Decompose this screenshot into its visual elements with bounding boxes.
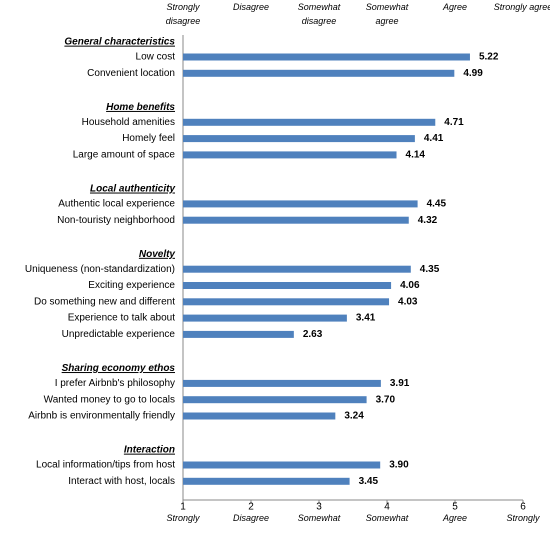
value-label: 4.71	[444, 117, 464, 128]
value-label: 4.06	[400, 280, 420, 291]
bar	[183, 265, 411, 273]
group-header: Sharing economy ethos	[62, 363, 176, 374]
x-tick-sublabel: Somewhat	[365, 513, 409, 523]
category-label: Experience to talk about	[68, 313, 176, 324]
bar	[183, 53, 470, 61]
x-tick-label: 2	[248, 502, 254, 513]
category-label: Unpredictable experience	[62, 329, 176, 340]
x-tick-label: 6	[520, 502, 526, 513]
group-header: Interaction	[124, 445, 175, 456]
category-label: Uniqueness (non-standardization)	[25, 264, 175, 275]
x-tick-label: 1	[180, 502, 186, 513]
bar	[183, 151, 397, 159]
category-label: Exciting experience	[88, 280, 175, 291]
bar	[183, 69, 455, 77]
category-label: Airbnb is environmentally friendly	[28, 411, 175, 422]
x-tick-sublabel: Disagree	[232, 513, 270, 523]
bar	[183, 330, 294, 338]
bar	[183, 282, 392, 289]
scale-label: Strongly agree	[493, 2, 550, 12]
value-label: 4.41	[424, 133, 444, 144]
scale-label: Strongly disagree	[165, 2, 201, 26]
bar	[183, 118, 436, 126]
x-tick-label: 4	[384, 502, 390, 513]
value-label: 3.45	[359, 476, 379, 487]
category-label: Low cost	[136, 52, 176, 63]
x-tick-label: 5	[452, 502, 458, 513]
category-label: Do something new and different	[34, 296, 175, 307]
value-label: 3.90	[389, 460, 409, 471]
value-label: 3.70	[376, 394, 396, 405]
value-label: 4.35	[420, 264, 440, 275]
category-label: Convenient location	[87, 68, 175, 79]
value-label: 4.32	[418, 215, 438, 226]
scale-label: Somewhat agree	[365, 2, 409, 26]
group-header: Home benefits	[106, 102, 175, 113]
bar	[183, 412, 336, 420]
scale-label: Disagree	[232, 2, 270, 12]
x-tick-sublabel: Somewhat	[297, 513, 341, 523]
value-label: 2.63	[303, 329, 323, 340]
x-tick-sublabel: Strongly	[506, 513, 540, 523]
category-label: Household amenities	[82, 117, 175, 128]
bar	[183, 298, 390, 306]
value-label: 3.41	[356, 313, 376, 324]
scale-label: Somewhat disagree	[297, 2, 341, 26]
bar	[183, 135, 415, 143]
x-tick-sublabel: Agree	[442, 513, 468, 523]
bar	[183, 314, 347, 322]
bar	[183, 379, 381, 387]
category-label: Wanted money to go to locals	[44, 394, 175, 405]
bar	[183, 461, 381, 469]
value-label: 4.99	[463, 68, 483, 79]
x-tick-sublabel: Strongly	[166, 513, 200, 523]
x-tick-label: 3	[316, 502, 322, 513]
category-label: Local information/tips from host	[36, 460, 175, 471]
bar	[183, 477, 350, 485]
value-label: 3.24	[344, 411, 364, 422]
bar	[183, 396, 367, 404]
category-label: Homely feel	[122, 133, 175, 144]
category-label: Authentic local experience	[58, 199, 175, 210]
category-label: Non-touristy neighborhood	[57, 215, 175, 226]
value-label: 4.14	[406, 150, 426, 161]
scale-label: Agree	[442, 2, 468, 12]
group-header: General characteristics	[64, 37, 175, 48]
value-label: 4.45	[427, 199, 447, 210]
bar	[183, 200, 418, 208]
group-header: Local authenticity	[90, 184, 175, 195]
value-label: 4.03	[398, 296, 418, 307]
bar	[183, 216, 409, 224]
value-label: 3.91	[390, 378, 410, 389]
category-label: Large amount of space	[73, 150, 176, 161]
value-label: 5.22	[479, 52, 499, 63]
group-header: Novelty	[139, 249, 176, 260]
category-label: Interact with host, locals	[68, 476, 175, 487]
category-label: I prefer Airbnb's philosophy	[55, 378, 175, 389]
